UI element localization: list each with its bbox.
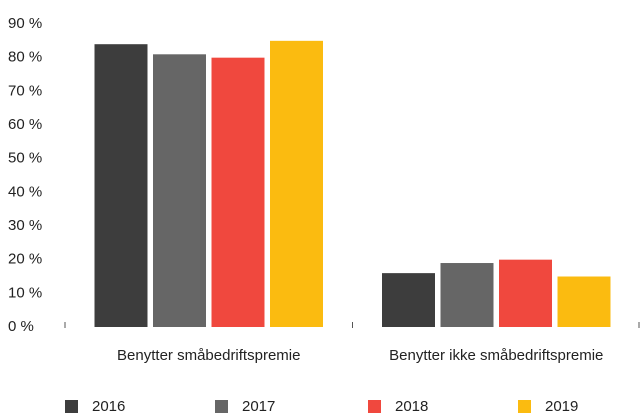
y-tick-label: 0 % [8,318,34,335]
legend-swatch [518,400,531,413]
bar [94,44,148,327]
legend-label: 2019 [545,398,578,415]
legend-swatch [65,400,78,413]
bar [557,276,611,327]
legend-label: 2016 [92,398,125,415]
x-tick-label: Benytter ikke småbedriftspremie [389,347,603,364]
bar [270,40,323,327]
bar [440,263,494,327]
y-tick-label: 60 % [8,116,42,133]
y-tick-label: 70 % [8,82,42,99]
y-tick-label: 10 % [8,284,42,301]
bar [211,57,265,328]
legend-label: 2018 [395,398,428,415]
y-tick-label: 30 % [8,217,42,234]
y-tick-label: 40 % [8,183,42,200]
bar [153,54,206,328]
y-tick-label: 80 % [8,49,42,66]
legend-label: 2017 [242,398,275,415]
bar [499,259,552,327]
y-tick-label: 20 % [8,251,42,268]
legend-swatch [368,400,381,413]
y-tick-label: 90 % [8,15,42,32]
bar [382,273,435,327]
x-tick-label: Benytter småbedriftspremie [117,347,300,364]
y-tick-label: 50 % [8,150,42,167]
legend-swatch [215,400,228,413]
